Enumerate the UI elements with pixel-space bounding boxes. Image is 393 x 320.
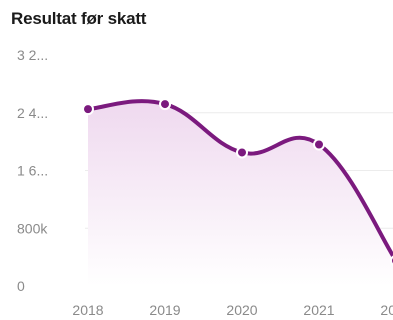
data-point[interactable] (159, 98, 171, 111)
y-tick-label: 800k (17, 220, 48, 236)
chart-title: Resultat før skatt (11, 9, 147, 28)
data-point[interactable] (313, 138, 325, 151)
y-tick-label: 2 4... (17, 105, 48, 121)
x-tick-label: 2020 (226, 302, 257, 318)
y-tick-label: 1 6... (17, 163, 48, 179)
data-point[interactable] (236, 146, 248, 159)
series-area (88, 101, 393, 286)
y-tick-label: 3 2... (17, 47, 48, 63)
data-point[interactable] (82, 103, 94, 116)
x-tick-label: 2022 (380, 302, 393, 318)
y-tick-label: 0 (17, 278, 25, 294)
x-tick-label: 2019 (149, 302, 180, 318)
x-tick-label: 2018 (72, 302, 103, 318)
series-line (86, 99, 393, 260)
x-tick-label: 2021 (303, 302, 334, 318)
